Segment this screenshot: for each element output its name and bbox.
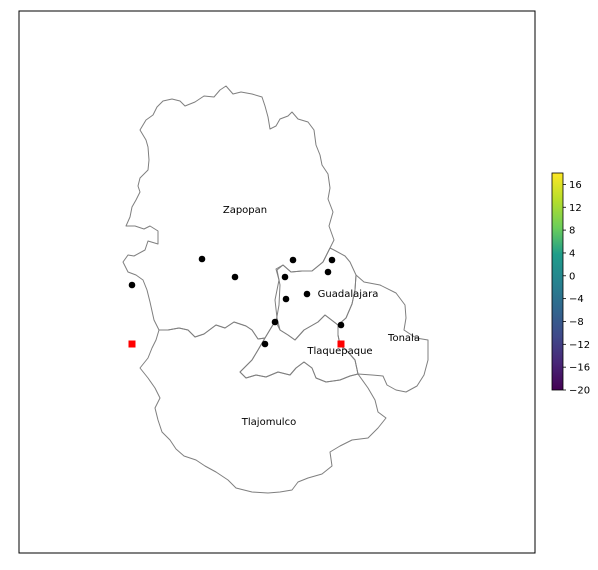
station-point-marker xyxy=(282,295,290,303)
colorbar-tick-label: 16 xyxy=(569,180,582,191)
station-point-marker xyxy=(271,318,279,326)
colorbar-tick-label: −12 xyxy=(569,340,590,351)
colorbar-tick-label: −8 xyxy=(569,317,584,328)
station-point-marker xyxy=(289,256,297,264)
colorbar-tick-label: −4 xyxy=(569,294,584,305)
colorbar-tick-label: 8 xyxy=(569,226,575,237)
region-label-tonala: Tonala xyxy=(387,333,420,344)
station-point-marker xyxy=(303,290,311,298)
colorbar-tick-label: 0 xyxy=(569,271,575,282)
tlajomulco-boundary xyxy=(139,321,387,494)
station-point-marker xyxy=(261,340,269,348)
region-label-tlajomulco: Tlajomulco xyxy=(241,417,296,428)
station-square-marker xyxy=(128,340,136,348)
station-point-marker xyxy=(337,321,345,329)
station-square-marker xyxy=(337,340,345,348)
station-point-marker xyxy=(281,273,289,281)
station-point-marker xyxy=(324,268,332,276)
station-point-marker xyxy=(328,256,336,264)
station-point-marker xyxy=(128,281,136,289)
colorbar-tick-label: −20 xyxy=(569,386,590,397)
region-label-zapopan: Zapopan xyxy=(223,205,267,216)
colorbar xyxy=(551,172,564,391)
colorbar-tick-label: 12 xyxy=(569,203,582,214)
region-label-guadalajara: Guadalajara xyxy=(318,289,379,300)
region-label-tlaquepaque: Tlaquepaque xyxy=(306,346,372,357)
colorbar-tick-label: 4 xyxy=(569,248,575,259)
station-point-marker xyxy=(231,273,239,281)
map-frame xyxy=(18,10,536,554)
station-point-marker xyxy=(198,255,206,263)
colorbar-tick-label: −16 xyxy=(569,363,590,374)
